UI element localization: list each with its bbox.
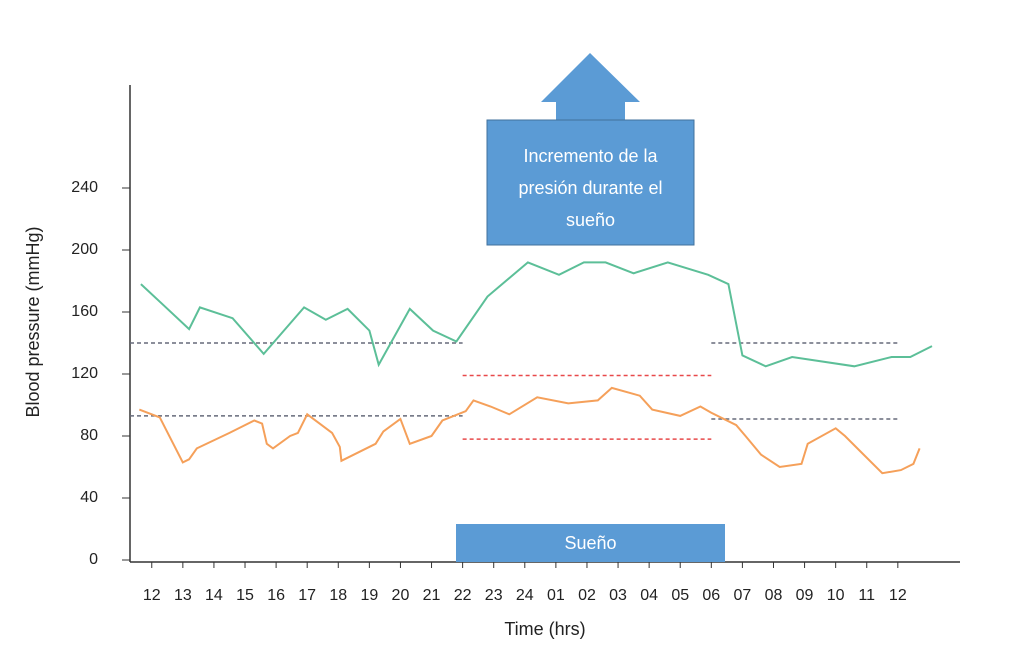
- x-tick-label: 16: [267, 587, 285, 604]
- x-tick-label: 23: [485, 587, 503, 604]
- y-tick-label: 160: [71, 303, 98, 320]
- x-tick-label: 17: [298, 587, 316, 604]
- x-axis-label: Time (hrs): [504, 619, 585, 639]
- x-tick-label: 15: [236, 587, 254, 604]
- x-tick-label: 20: [392, 587, 410, 604]
- x-tick-label: 04: [640, 587, 658, 604]
- y-tick-label: 40: [80, 489, 98, 506]
- arrow: [541, 53, 640, 120]
- x-tick-label: 01: [547, 587, 565, 604]
- y-tick-label: 0: [89, 551, 98, 568]
- x-tick-label: 21: [423, 587, 441, 604]
- y-tick-label: 80: [80, 427, 98, 444]
- line: [138, 386, 921, 475]
- line: [140, 261, 933, 368]
- y-axis-label: Blood pressure (mmHg): [23, 226, 43, 417]
- x-tick-label: 13: [174, 587, 192, 604]
- x-tick-label: 07: [733, 587, 751, 604]
- x-tick-label: 12: [889, 587, 907, 604]
- x-tick-label: 18: [329, 587, 347, 604]
- sleep-label: Sueño: [564, 533, 617, 553]
- x-tick-label: 08: [765, 587, 783, 604]
- x-tick-label: 22: [454, 587, 472, 604]
- x-tick-label: 12: [143, 587, 161, 604]
- x-tick-label: 02: [578, 587, 596, 604]
- x-tick-label: 14: [205, 587, 223, 604]
- annotation-box: [486, 119, 695, 246]
- x-tick-label: 11: [858, 587, 875, 604]
- x-tick-label: 10: [827, 587, 845, 604]
- x-tick-label: 06: [702, 587, 720, 604]
- y-tick-label: 200: [71, 241, 98, 258]
- x-tick-label: 09: [796, 587, 814, 604]
- x-tick-label: 05: [671, 587, 689, 604]
- sleep-box: [456, 524, 725, 562]
- y-tick-label: 240: [71, 179, 98, 196]
- x-tick-label: 03: [609, 587, 627, 604]
- x-tick-label: 19: [360, 587, 378, 604]
- x-tick-label: 24: [516, 587, 534, 604]
- annotation-text: Incremento de la presión durante el sueñ…: [518, 146, 663, 230]
- y-tick-label: 120: [71, 365, 98, 382]
